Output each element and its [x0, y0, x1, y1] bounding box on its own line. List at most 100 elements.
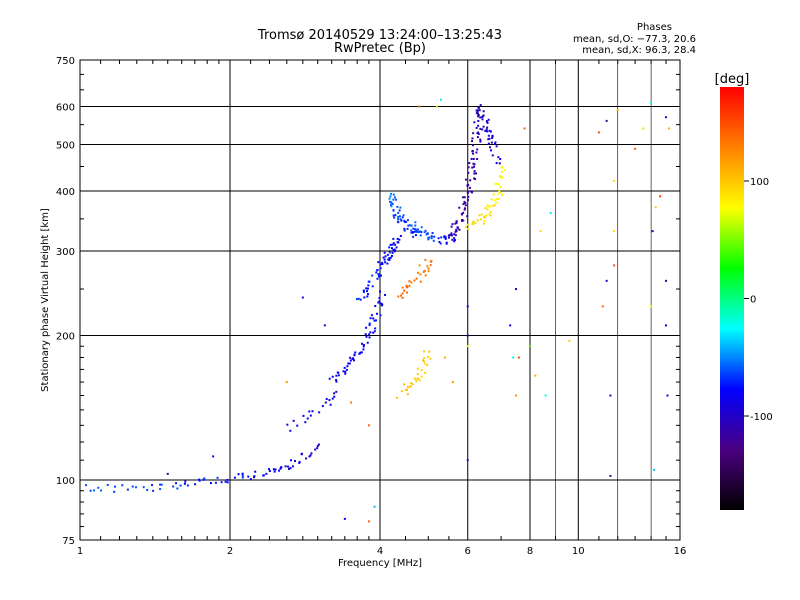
data-point: [384, 255, 387, 258]
data-point: [405, 388, 408, 391]
data-point: [428, 350, 431, 353]
chart-subtitle: RwPretec (Bp): [334, 41, 426, 56]
data-point: [392, 237, 395, 240]
data-point: [391, 243, 394, 246]
data-point: [424, 229, 427, 232]
data-point: [314, 448, 317, 451]
data-point: [467, 166, 470, 169]
data-point: [456, 226, 459, 229]
data-point: [383, 258, 386, 261]
data-point: [414, 224, 417, 227]
x-tick-label: 2: [227, 546, 233, 557]
data-point: [203, 477, 206, 480]
data-point: [214, 481, 217, 484]
data-point: [377, 274, 380, 277]
data-point: [121, 484, 124, 487]
data-point: [364, 333, 367, 336]
data-point: [418, 105, 421, 108]
data-point: [392, 242, 395, 245]
data-point: [388, 257, 391, 260]
data-point: [453, 233, 456, 236]
data-point: [422, 357, 425, 360]
x-tick-label: 16: [674, 546, 687, 557]
data-point: [486, 130, 489, 133]
data-point: [431, 232, 434, 235]
data-point: [363, 296, 366, 299]
data-point: [426, 232, 429, 235]
data-point: [467, 195, 470, 198]
data-point: [309, 414, 312, 417]
data-point: [499, 191, 502, 194]
data-point: [667, 127, 670, 130]
data-point: [430, 237, 433, 240]
data-point: [473, 172, 476, 175]
data-point: [416, 367, 419, 370]
data-point: [399, 206, 402, 209]
data-point: [488, 137, 491, 140]
data-point: [483, 219, 486, 222]
data-point: [403, 221, 406, 224]
data-point: [391, 251, 394, 254]
data-point: [412, 235, 415, 238]
data-point: [477, 106, 480, 109]
grid: [80, 60, 680, 540]
data-point: [443, 236, 446, 239]
data-point: [401, 292, 404, 295]
data-point: [609, 394, 612, 397]
data-point: [360, 351, 363, 354]
data-point: [488, 205, 491, 208]
data-point: [317, 443, 320, 446]
data-point: [409, 385, 412, 388]
data-point: [472, 162, 475, 165]
data-point: [324, 401, 327, 404]
data-point: [472, 152, 475, 155]
data-point: [476, 148, 479, 151]
data-point: [318, 411, 321, 414]
x-tick-label: 1: [77, 546, 83, 557]
data-point: [386, 262, 389, 265]
data-point: [394, 243, 397, 246]
data-point: [458, 206, 461, 209]
data-point: [472, 165, 475, 168]
data-point: [447, 236, 450, 239]
data-point: [463, 208, 466, 211]
data-point: [410, 229, 413, 232]
data-point: [268, 469, 271, 472]
data-point: [301, 452, 304, 455]
data-point: [471, 166, 474, 169]
data-point: [386, 253, 389, 256]
data-point: [443, 356, 446, 359]
data-point: [410, 224, 413, 227]
data-point: [408, 280, 411, 283]
data-point: [411, 383, 414, 386]
data-point: [249, 478, 252, 481]
data-point: [659, 195, 662, 198]
data-point: [601, 305, 604, 308]
colorbar-tick-label: 100: [750, 177, 769, 188]
x-tick-label: 8: [527, 546, 533, 557]
data-point: [473, 177, 476, 180]
data-point: [296, 424, 299, 427]
data-point: [494, 183, 497, 185]
data-point: [503, 168, 506, 171]
data-point: [383, 293, 386, 296]
data-point: [512, 356, 515, 359]
data-point: [382, 256, 385, 259]
data-point: [146, 488, 149, 491]
data-point: [396, 205, 399, 208]
data-point: [482, 114, 485, 117]
data-point: [333, 392, 336, 395]
data-point: [476, 136, 479, 139]
data-point: [406, 219, 409, 222]
data-point: [544, 394, 547, 397]
data-point: [336, 371, 339, 374]
data-point: [650, 102, 653, 105]
data-point: [406, 386, 409, 389]
data-point: [454, 222, 457, 225]
data-point: [472, 221, 475, 224]
data-point: [410, 281, 413, 284]
data-point: [416, 228, 419, 231]
data-point: [419, 234, 422, 237]
data-point: [464, 202, 467, 204]
